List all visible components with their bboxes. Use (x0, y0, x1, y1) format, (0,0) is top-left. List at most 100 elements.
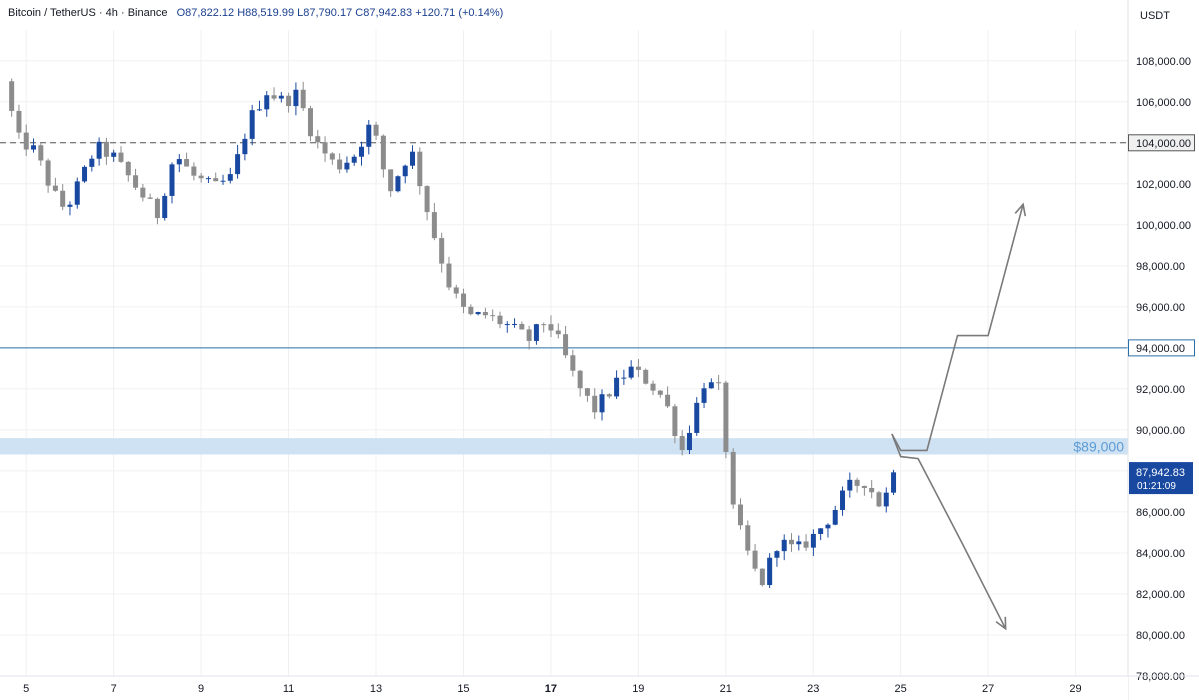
candle-down (672, 406, 678, 437)
close-value: C87,942.83 (355, 7, 413, 19)
candle-down (322, 142, 328, 154)
candle-down (9, 81, 15, 111)
time-tick-label: 19 (632, 683, 644, 695)
candle-up (344, 162, 350, 170)
candle-down (388, 169, 394, 192)
candle-down (737, 504, 743, 526)
candle-down (125, 161, 131, 176)
candle-down (300, 89, 306, 109)
separator-dot: · (120, 7, 128, 19)
candle-up (176, 159, 182, 165)
candle-up (111, 152, 117, 157)
candle-up (475, 312, 481, 315)
candle-up (628, 366, 634, 378)
candle-down (446, 263, 452, 288)
candle-up (694, 402, 700, 433)
candle-down (431, 212, 437, 239)
candle-down (453, 287, 459, 294)
price-tick-label: 92,000.00 (1136, 384, 1185, 396)
candle-up (883, 492, 889, 507)
candle-down (490, 315, 496, 317)
candle-down (52, 185, 58, 191)
candle-down (665, 394, 671, 407)
projection-down-arrow (891, 433, 1007, 630)
candle-up (96, 141, 102, 159)
candle-up (366, 124, 372, 147)
interval-label[interactable]: 4h (105, 7, 118, 19)
candle-down (118, 152, 124, 162)
candle-up (293, 89, 299, 107)
candle-down (38, 145, 44, 161)
time-tick-label: 7 (111, 683, 117, 695)
price-tick-label: 108,000.00 (1136, 56, 1191, 68)
candle-down (541, 324, 547, 326)
time-tick-label: 25 (895, 683, 907, 695)
candle-down (570, 355, 576, 371)
candle-down (606, 394, 612, 397)
candle-down (140, 187, 146, 198)
candle-down (424, 186, 430, 213)
projection-down-arrow-head (995, 616, 1007, 631)
level-tag-label: 94,000.00 (1136, 343, 1185, 355)
candle-down (759, 568, 765, 586)
candle-up (533, 324, 539, 341)
time-tick-label: 23 (807, 683, 819, 695)
candle-down (803, 541, 809, 548)
time-axis[interactable]: 5 7 9 11 13 15 17 19 21 23 25 27 29 (0, 675, 1199, 700)
candle-up (614, 377, 620, 397)
last-price-label: 87,942.83 (1136, 467, 1185, 479)
candle-down (60, 190, 66, 207)
candle-down (752, 550, 758, 569)
candle-up (256, 109, 262, 111)
candle-down (876, 492, 882, 507)
candle-down (23, 132, 29, 150)
candle-up (220, 180, 226, 182)
price-tick-label: 96,000.00 (1136, 302, 1185, 314)
candle-down (198, 175, 204, 179)
price-tick-label: 78,000.00 (1136, 671, 1185, 683)
candle-down (854, 479, 860, 486)
symbol-header: Bitcoin / TetherUS · 4h · Binance O87,82… (8, 7, 503, 19)
candle-down (184, 159, 190, 167)
zone-89000 (0, 438, 1128, 455)
candle-down (103, 141, 109, 157)
level-tag (1128, 134, 1195, 152)
candle-up (205, 178, 211, 180)
candle-down (147, 197, 153, 199)
time-tick-label: 15 (457, 683, 469, 695)
price-tick-label: 84,000.00 (1136, 548, 1185, 560)
symbol-name[interactable]: Bitcoin / TetherUS (8, 7, 96, 19)
candle-down (592, 395, 598, 413)
countdown-label: 01:21:09 (1137, 481, 1176, 492)
candle-up (235, 154, 241, 175)
candle-up (504, 324, 510, 326)
price-axis[interactable]: 108,000.00 106,000.00 102,000.00 100,000.00… (1127, 0, 1199, 700)
candle-down (584, 388, 590, 396)
candle-down (45, 160, 51, 186)
candle-up (278, 95, 284, 99)
exchange-label: Binance (127, 7, 168, 19)
price-tick-label: 86,000.00 (1136, 507, 1185, 519)
time-tick-label: 17 (545, 683, 557, 695)
candle-down (417, 151, 423, 187)
candle-down (468, 306, 474, 315)
candle-down (482, 312, 488, 316)
currency-label[interactable]: USDT (1140, 10, 1170, 22)
open-value: O87,822.12 (176, 7, 235, 19)
projection-up-arrow-head (1014, 202, 1027, 217)
candle-up (599, 394, 605, 413)
candle-down (716, 382, 722, 384)
candle-up (351, 156, 357, 163)
projection-arrows (891, 202, 1027, 631)
candle-up (832, 509, 838, 525)
candle-down (373, 124, 379, 136)
candle-up (708, 382, 714, 389)
price-tick-label: 90,000.00 (1136, 425, 1185, 437)
time-tick-label: 11 (283, 683, 294, 695)
candle-up (810, 533, 816, 548)
candle-down (329, 153, 335, 160)
candle-up (621, 377, 627, 379)
candle-up (891, 472, 897, 493)
candle-down (650, 383, 656, 391)
